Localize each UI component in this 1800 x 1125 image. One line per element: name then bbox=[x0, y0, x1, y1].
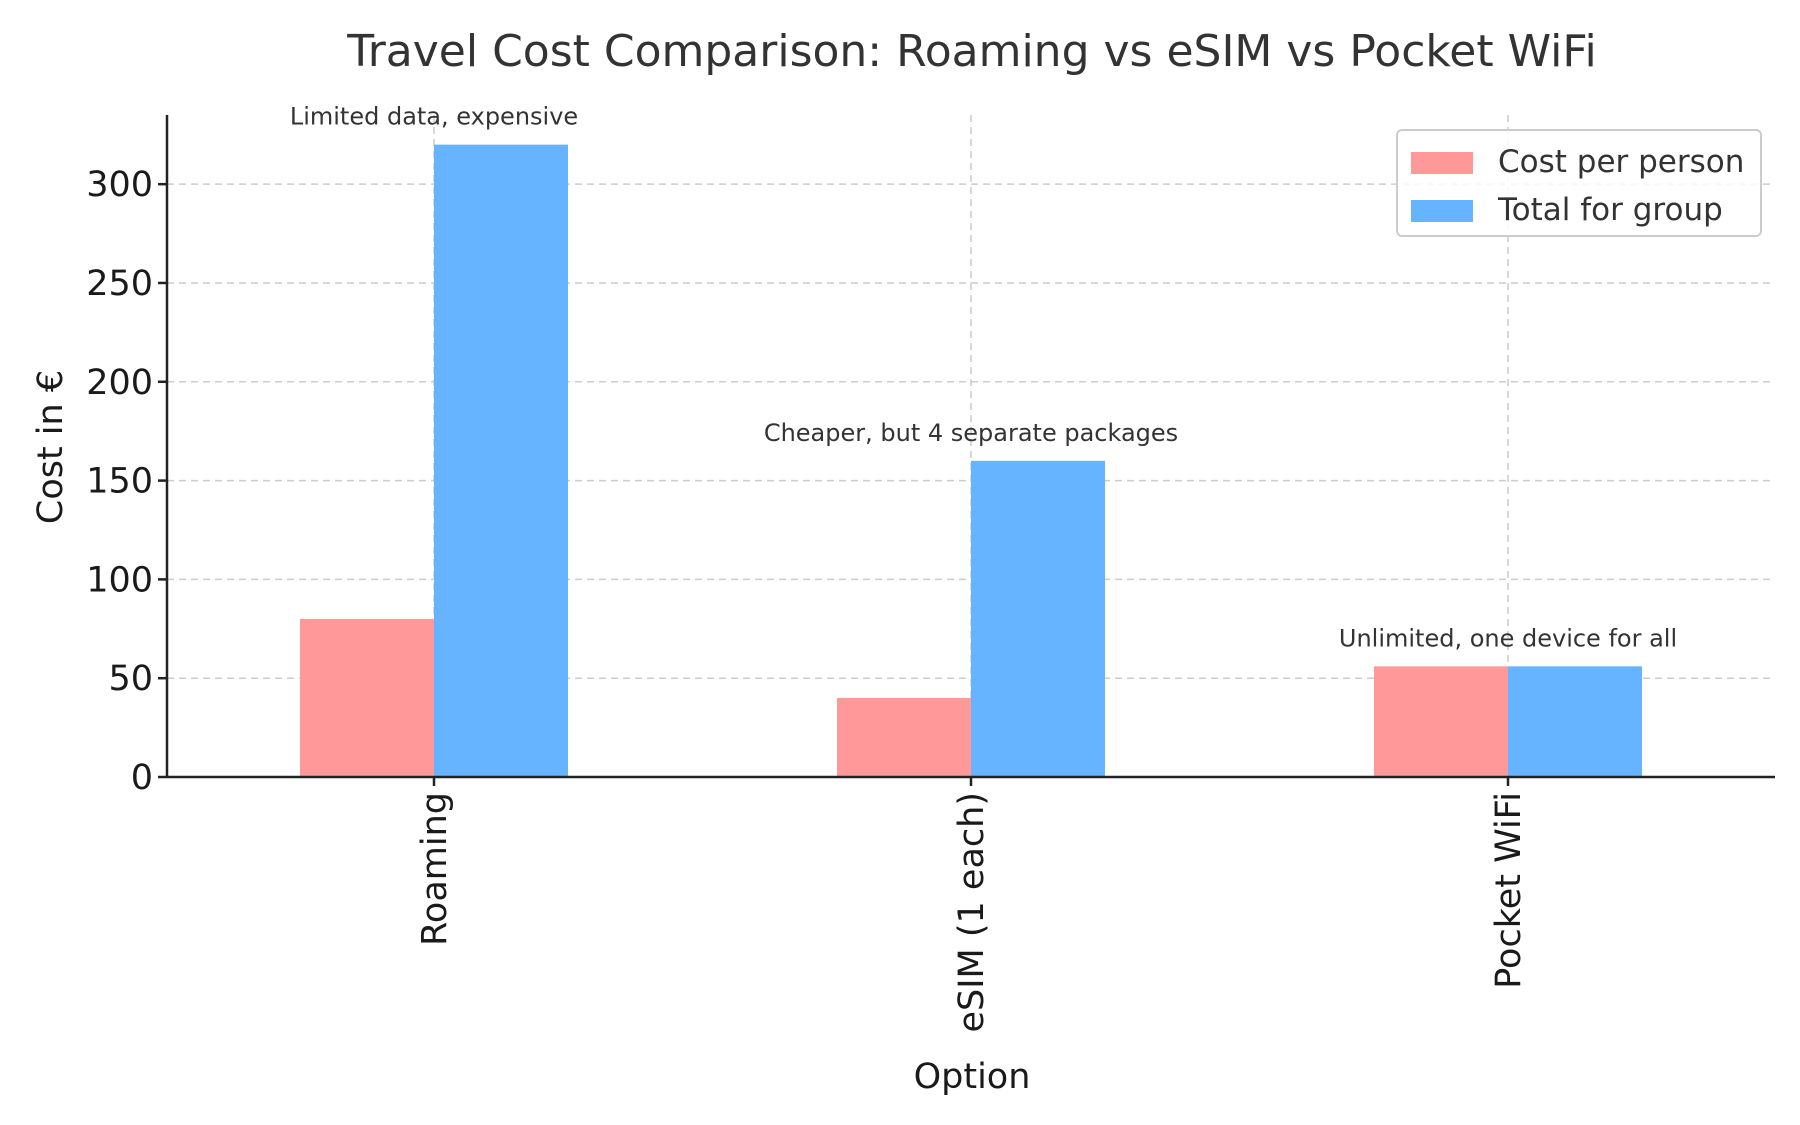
bars bbox=[300, 144, 1642, 777]
bar-total-for-group-3 bbox=[1508, 666, 1642, 777]
y-tick-label: 150 bbox=[86, 462, 153, 502]
legend-box bbox=[1396, 129, 1762, 237]
y-axis-label: Cost in € bbox=[31, 370, 71, 524]
y-tick-label: 250 bbox=[86, 264, 153, 304]
bar-total-for-group-2 bbox=[971, 460, 1105, 777]
legend-label: Total for group bbox=[1497, 192, 1723, 228]
x-tick-label: Roaming bbox=[415, 792, 455, 946]
annotations: Limited data, expensive Cheaper, but 4 se… bbox=[290, 103, 1677, 653]
bar-annotation: Limited data, expensive bbox=[290, 103, 578, 131]
ticks: 0 50 100 150 200 250 300 Roaming eSIM (1 each) Po… bbox=[86, 165, 1529, 1032]
y-tick-label: 50 bbox=[108, 659, 153, 699]
bar-annotation: Unlimited, one device for all bbox=[1339, 624, 1677, 652]
bar-cost-per-person-3 bbox=[1374, 666, 1508, 777]
y-tick-label: 0 bbox=[131, 758, 153, 798]
bar-cost-per-person-2 bbox=[837, 697, 971, 777]
legend-swatch bbox=[1411, 200, 1473, 222]
bar-total-for-group-1 bbox=[434, 144, 568, 777]
x-tick-label: eSIM (1 each) bbox=[952, 792, 992, 1033]
x-tick-label: Pocket WiFi bbox=[1489, 792, 1529, 989]
legend-label: Cost per person bbox=[1498, 144, 1744, 180]
x-axis-label: Option bbox=[914, 1057, 1031, 1097]
legend-swatch bbox=[1411, 152, 1473, 174]
chart-title: Travel Cost Comparison: Roaming vs eSIM … bbox=[346, 26, 1596, 77]
bar-cost-per-person-1 bbox=[300, 618, 434, 777]
legend: Cost per person Total for group bbox=[1396, 129, 1762, 237]
bar-annotation: Cheaper, but 4 separate packages bbox=[764, 419, 1178, 447]
y-tick-label: 100 bbox=[86, 560, 153, 600]
y-tick-label: 300 bbox=[86, 165, 153, 205]
y-tick-label: 200 bbox=[86, 363, 153, 403]
